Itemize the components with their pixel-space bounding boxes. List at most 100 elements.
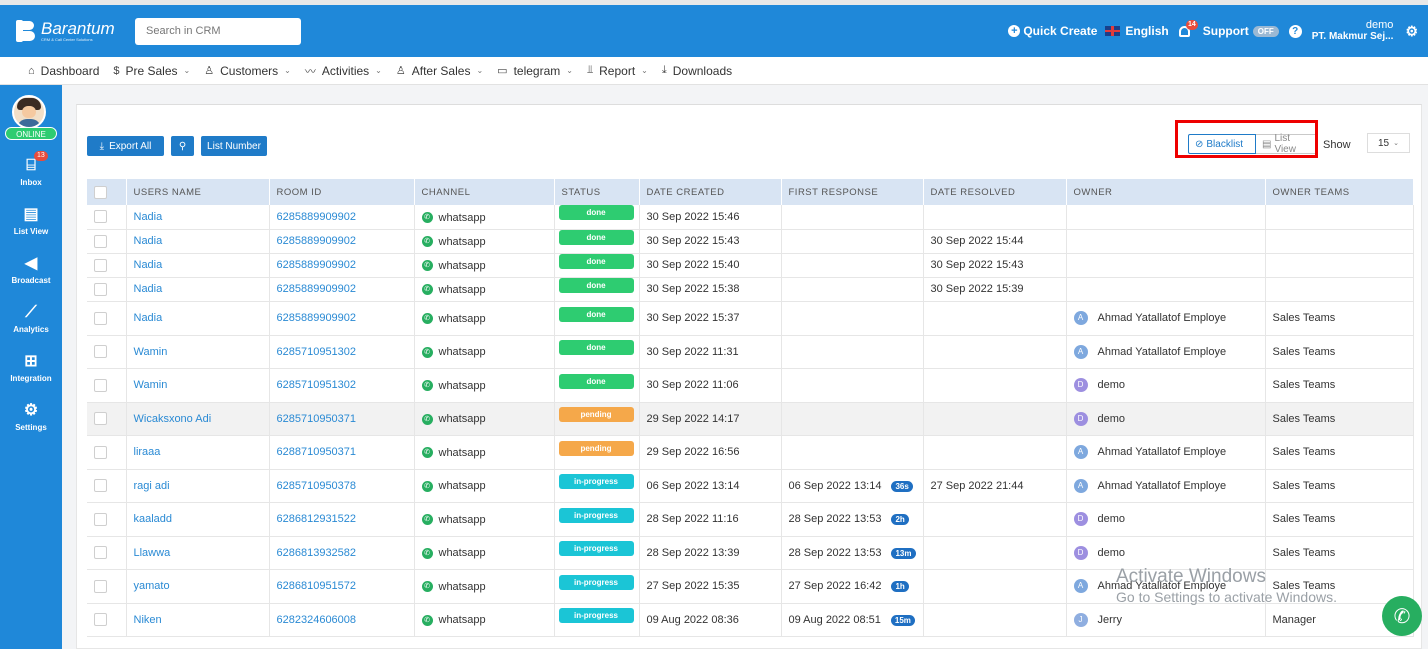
room-id-link[interactable]: 6285889909902 — [276, 312, 357, 324]
list-view-button[interactable]: ▤ List View — [1256, 133, 1318, 155]
room-id-link[interactable]: 6285889909902 — [276, 210, 357, 223]
menu-item-downloads[interactable]: ⤓ Downloads — [662, 64, 732, 78]
checkbox[interactable] — [94, 512, 107, 526]
table-row[interactable]: Wamin 6285710951302 ✆ whatsapp done 30 Sep 20… — [87, 335, 1414, 369]
search-button[interactable]: ⚲ — [171, 136, 194, 156]
column-header-owner[interactable]: OWNER — [1066, 179, 1266, 205]
blacklist-button[interactable]: ⊘ Blacklist — [1188, 134, 1256, 154]
checkbox[interactable] — [94, 613, 107, 626]
column-header-date-resolved[interactable]: DATE RESOLVED — [923, 179, 1067, 205]
online-status-badge[interactable]: ONLINE — [5, 127, 57, 140]
sidebar-item-broadcast[interactable]: ◀ Broadcast — [0, 255, 62, 285]
user-name-link[interactable]: kaaladd — [133, 513, 173, 525]
list-number-button[interactable]: List Number — [201, 136, 267, 156]
column-header-channel[interactable]: CHANNEL — [414, 179, 555, 205]
sidebar-item-inbox[interactable]: ⌸ 13 Inbox — [0, 151, 62, 187]
room-id-link[interactable]: 6285710950378 — [276, 479, 357, 492]
gear-icon[interactable]: ⚙ — [1405, 22, 1418, 39]
room-id-link[interactable]: 6286810951572 — [276, 580, 357, 592]
checkbox[interactable] — [94, 258, 107, 272]
menu-item-dashboard[interactable]: ⌂ Dashboard — [28, 64, 99, 78]
table-row[interactable]: Niken 6282324606008 ✆ whatsapp in-progress 09… — [87, 603, 1414, 637]
table-row[interactable]: Llawwa 6286813932582 ✆ whatsapp in-progress 2… — [87, 536, 1414, 570]
language-selector[interactable]: English — [1105, 24, 1169, 38]
checkbox[interactable] — [94, 185, 107, 199]
column-header-status[interactable]: STATUS — [554, 179, 640, 205]
user-name-link[interactable]: Wicaksxono Adi — [133, 412, 212, 425]
user-name-link[interactable]: Wamin — [133, 379, 168, 391]
help-icon[interactable]: ? — [1288, 24, 1302, 38]
checkbox[interactable] — [94, 311, 107, 325]
table-row[interactable]: Wamin 6285710951302 ✆ whatsapp done 30 Sep 20… — [87, 368, 1414, 403]
column-header-owner-teams[interactable]: OWNER TEAMS — [1265, 179, 1414, 205]
column-header-users-name[interactable]: USERS NAME — [126, 179, 270, 205]
table-row[interactable]: Nadia 6285889909902 ✆ whatsapp done 30 Sep 20… — [87, 253, 1414, 278]
search-box[interactable] — [135, 17, 301, 45]
checkbox[interactable] — [94, 210, 107, 224]
checkbox[interactable] — [94, 546, 107, 559]
table-row[interactable]: Nadia 6285889909902 ✆ whatsapp done 30 Sep 20… — [87, 301, 1414, 336]
table-row[interactable]: Wicaksxono Adi 6285710950371 ✆ whatsapp pend… — [87, 402, 1414, 436]
search-input[interactable] — [146, 25, 296, 37]
avatar[interactable] — [12, 95, 46, 129]
table-row[interactable]: kaaladd 6286812931522 ✆ whatsapp in-progress… — [87, 502, 1414, 537]
user-name-link[interactable]: ragi adi — [133, 479, 170, 492]
sidebar-item-analytics[interactable]: ⟋ Analytics — [0, 304, 62, 334]
checkbox[interactable] — [94, 479, 107, 492]
room-id-link[interactable]: 6285889909902 — [276, 259, 357, 271]
checkbox[interactable] — [94, 282, 107, 296]
checkbox[interactable] — [94, 579, 107, 593]
table-row[interactable]: Nadia 6285889909902 ✆ whatsapp done 30 Sep 20… — [87, 205, 1414, 230]
room-id-link[interactable]: 6286813932582 — [276, 546, 357, 559]
sidebar-item-integration[interactable]: ⊞ Integration — [0, 353, 62, 383]
table-row[interactable]: liraaa 6288710950371 ✆ whatsapp pending 29 Se… — [87, 435, 1414, 470]
support-toggle[interactable]: Support OFF — [1203, 24, 1279, 38]
room-id-link[interactable]: 6285710950371 — [276, 412, 357, 425]
table-row[interactable]: Nadia 6285889909902 ✆ whatsapp done 30 Sep 20… — [87, 277, 1414, 302]
sidebar-item-settings[interactable]: ⚙ Settings — [0, 402, 62, 432]
user-name-link[interactable]: Wamin — [133, 345, 168, 358]
user-name-link[interactable]: yamato — [133, 580, 170, 592]
notification-button[interactable]: 14 — [1177, 20, 1198, 40]
room-id-link[interactable]: 6285710951302 — [276, 345, 357, 358]
user-name-link[interactable]: Llawwa — [133, 546, 171, 559]
column-header-date-created[interactable]: DATE CREATED — [639, 179, 782, 205]
room-id-link[interactable]: 6285889909902 — [276, 235, 357, 247]
logo[interactable]: Barantum CRM & Call Center Solutions — [14, 18, 132, 44]
room-id-link[interactable]: 6286812931522 — [276, 513, 357, 525]
checkbox[interactable] — [94, 412, 107, 425]
checkbox[interactable] — [94, 345, 107, 358]
quick-create-button[interactable]: + Quick Create — [1008, 24, 1097, 38]
table-row[interactable]: Nadia 6285889909902 ✆ whatsapp done 30 Sep 20… — [87, 229, 1414, 254]
user-name-link[interactable]: Nadia — [133, 312, 163, 324]
room-id-link[interactable]: 6285889909902 — [276, 283, 357, 295]
menu-item-customers[interactable]: ♙ Customers ⌄ — [204, 64, 291, 78]
user-name-link[interactable]: liraaa — [133, 446, 161, 458]
checkbox[interactable] — [94, 234, 107, 248]
user-menu[interactable]: demo PT. Makmur Sej... — [1312, 19, 1394, 43]
menu-item-after-sales[interactable]: ♙ After Sales ⌄ — [396, 64, 483, 78]
checkbox[interactable] — [94, 445, 107, 459]
menu-item-report[interactable]: ⫫ Report ⌄ — [587, 64, 648, 78]
column-header-room-id[interactable]: ROOM ID — [269, 179, 415, 205]
menu-item-pre-sales[interactable]: $ Pre Sales ⌄ — [113, 64, 190, 78]
column-header-first-response[interactable]: FIRST RESPONSE — [781, 179, 924, 205]
page-size-select[interactable]: 15 ⌄ — [1367, 133, 1410, 153]
header-select-all[interactable] — [87, 179, 127, 205]
room-id-link[interactable]: 6282324606008 — [276, 613, 357, 626]
sidebar-item-list-view[interactable]: ▤ List View — [0, 206, 62, 236]
user-name-link[interactable]: Niken — [133, 613, 162, 626]
checkbox[interactable] — [94, 378, 107, 392]
user-name-link[interactable]: Nadia — [133, 235, 163, 247]
user-name-link[interactable]: Nadia — [133, 210, 163, 223]
table-row[interactable]: yamato 6286810951572 ✆ whatsapp in-progress 2… — [87, 569, 1414, 604]
menu-item-telegram[interactable]: ▭ telegram ⌄ — [497, 64, 573, 78]
export-all-button[interactable]: ⤓ Export All — [87, 136, 164, 156]
menu-item-activities[interactable]: 〰 Activities ⌄ — [305, 63, 382, 79]
whatsapp-chat-button[interactable]: ✆ — [1382, 596, 1422, 636]
user-name-link[interactable]: Nadia — [133, 283, 163, 295]
table-row[interactable]: ragi adi 6285710950378 ✆ whatsapp in-progres… — [87, 469, 1414, 503]
room-id-link[interactable]: 6285710951302 — [276, 379, 357, 391]
room-id-link[interactable]: 6288710950371 — [276, 446, 357, 458]
user-name-link[interactable]: Nadia — [133, 259, 163, 271]
